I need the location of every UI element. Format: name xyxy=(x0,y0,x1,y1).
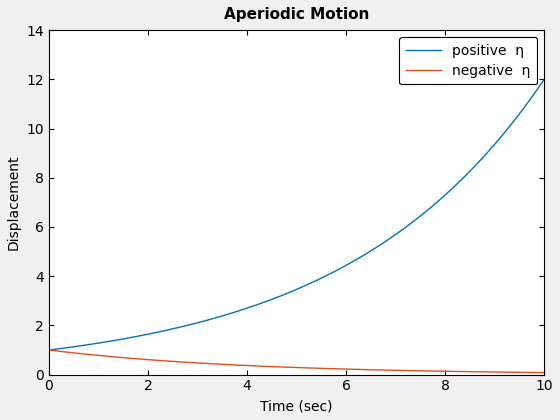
positive  η xyxy=(441,193,447,198)
Line: positive  η: positive η xyxy=(49,79,544,350)
negative  η xyxy=(45,347,52,352)
negative  η xyxy=(96,353,103,358)
negative  η xyxy=(432,369,438,374)
positive  η xyxy=(264,299,270,304)
Legend: positive  η, negative  η: positive η, negative η xyxy=(399,37,537,84)
negative  η xyxy=(541,370,548,375)
Line: negative  η: negative η xyxy=(49,350,544,373)
Title: Aperiodic Motion: Aperiodic Motion xyxy=(224,7,369,22)
negative  η xyxy=(441,369,447,374)
positive  η xyxy=(45,347,52,352)
negative  η xyxy=(264,364,270,369)
X-axis label: Time (sec): Time (sec) xyxy=(260,399,333,413)
positive  η xyxy=(96,340,103,345)
Y-axis label: Displacement: Displacement xyxy=(7,155,21,250)
negative  η xyxy=(246,363,253,368)
positive  η xyxy=(246,305,253,310)
negative  η xyxy=(386,368,393,373)
positive  η xyxy=(432,201,438,206)
positive  η xyxy=(386,236,393,241)
positive  η xyxy=(541,77,548,82)
